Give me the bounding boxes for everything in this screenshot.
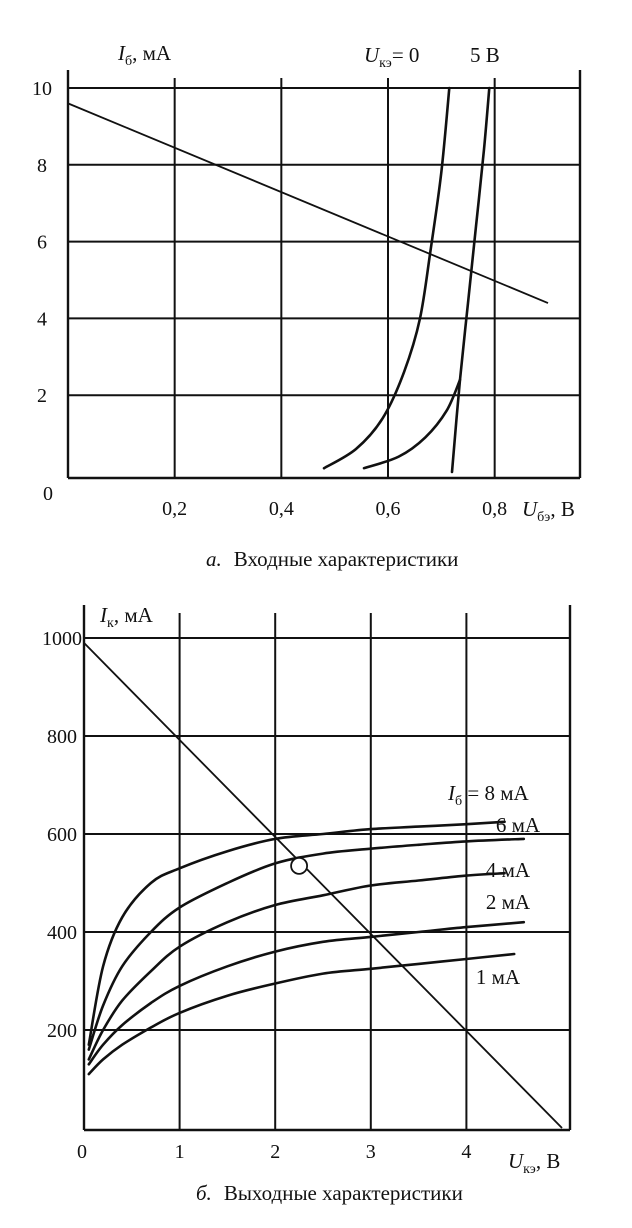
y-axis-label-unit: , мА (114, 603, 154, 627)
curve-label-1: 5 В (470, 43, 500, 67)
curve-label-1-text: 5 В (470, 43, 500, 67)
x-tick-label-0: 1 (175, 1141, 185, 1163)
x-tick-label-3: 4 (461, 1141, 471, 1163)
curve-label-0: Uкэ= 0 (364, 43, 419, 71)
x-axis-label-symbol: U (508, 1149, 525, 1173)
load-line (67, 102, 549, 304)
x-axis-label-symbol: U (522, 497, 539, 521)
x-tick-label-0: 0,2 (162, 498, 187, 520)
series-label-3: 2 мА (486, 890, 531, 914)
series-label-0: Iб = 8 мА (447, 781, 530, 809)
series-curve-1 (362, 378, 462, 470)
caption-text: Входные характеристики (234, 547, 459, 571)
series-curve-0 (322, 86, 451, 470)
x-axis-label-unit: , В (536, 1149, 561, 1173)
series-curve-0 (87, 820, 506, 1046)
y-axis-label-symbol: I (117, 41, 126, 65)
series-label-1: 6 мА (496, 813, 541, 837)
origin-label: 0 (77, 1141, 87, 1163)
y-axis-label-unit: , мА (132, 41, 172, 65)
series-curve-2 (450, 86, 491, 474)
y-tick-label-3: 800 (47, 726, 77, 748)
x-axis-label-subscript: кэ (523, 1162, 536, 1177)
y-tick-label-3: 8 (37, 155, 47, 177)
caption-text: Выходные характеристики (224, 1181, 463, 1205)
series-label-3-text: 2 мА (486, 890, 531, 914)
x-axis-label-subscript: бэ (537, 510, 550, 525)
y-tick-label-2: 600 (47, 824, 77, 846)
curve-label-0-text: = 0 (392, 43, 420, 67)
y-tick-label-2: 6 (37, 232, 47, 254)
series-curve-3 (87, 920, 526, 1066)
series-label-0-subscript: б (455, 794, 462, 809)
series-curve-2 (87, 871, 506, 1061)
figure-caption: а. Входные характеристики (206, 547, 458, 571)
x-tick-label-2: 0,6 (376, 498, 401, 520)
y-axis-label-subscript: к (107, 616, 114, 631)
caption-letter: а. (206, 547, 222, 571)
series-curve-1 (87, 837, 526, 1051)
x-tick-label-1: 2 (270, 1141, 280, 1163)
series-curve-4 (87, 952, 516, 1076)
caption-letter: б. (196, 1181, 212, 1205)
y-tick-label-4: 1000 (42, 628, 82, 650)
operating-point-marker (290, 856, 309, 875)
input-characteristics-chart: 0,2 0,4 0,6 0,8 2 4 6 8 10 0 Iб, мА Uбэ, В а. Входные… (32, 41, 582, 571)
y-tick-label-4: 10 (32, 78, 52, 100)
x-tick-label-3: 0,8 (482, 498, 507, 520)
output-characteristics-chart: 1 2 3 4 200 400 600 800 1000 0 Iк, мА Uкэ, В б. Выход… (42, 603, 572, 1205)
series-label-2-text: 4 мА (486, 858, 531, 882)
series-label-0-text: = 8 мА (462, 781, 529, 805)
curve-label-0-symbol: U (364, 43, 381, 67)
y-axis-label: Iб, мА (117, 41, 172, 69)
x-tick-label-2: 3 (366, 1141, 376, 1163)
y-tick-label-0: 2 (37, 385, 47, 407)
y-tick-label-1: 400 (47, 922, 77, 944)
series-label-0-symbol: I (447, 781, 456, 805)
curve-label-0-subscript: кэ (379, 56, 392, 71)
x-axis-label: Uбэ, В (522, 497, 575, 525)
x-tick-label-1: 0,4 (269, 498, 294, 520)
series-label-2: 4 мА (486, 858, 531, 882)
origin-label: 0 (43, 483, 53, 505)
y-axis-label-subscript: б (125, 54, 132, 69)
y-tick-label-0: 200 (47, 1020, 77, 1042)
series-label-4-text: 1 мА (476, 965, 521, 989)
x-axis-label: Uкэ, В (508, 1149, 560, 1177)
series-label-1-text: 6 мА (496, 813, 541, 837)
x-axis-label-unit: , В (550, 497, 575, 521)
figure-caption: б. Выходные характеристики (196, 1181, 463, 1205)
y-axis-label: Iк, мА (99, 603, 154, 631)
load-line (83, 642, 563, 1129)
y-axis-label-symbol: I (99, 603, 108, 627)
y-tick-label-1: 4 (37, 308, 47, 330)
series-label-4: 1 мА (476, 965, 521, 989)
